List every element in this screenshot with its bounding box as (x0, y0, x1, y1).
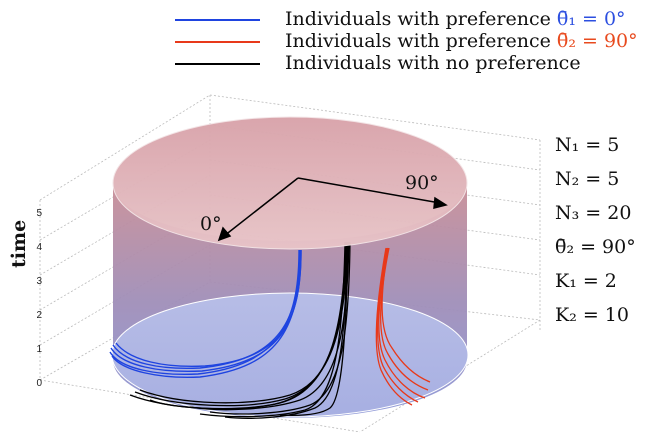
legend: Individuals with preference θ̄₁ = 0° Ind… (175, 8, 655, 74)
angle-label-0: 0° (200, 213, 222, 235)
angle-label-90: 90° (405, 172, 439, 194)
direction-arrows (217, 177, 448, 242)
parameter-list: N₁ = 5 N₂ = 5 N₃ = 20 θ̄₂ = 90° K₁ = 2 K… (555, 128, 636, 332)
legend-line-black (175, 63, 260, 65)
legend-item-black: Individuals with no preference (175, 52, 655, 74)
legend-symbol: θ̄₁ = 0° (556, 8, 626, 30)
trajectories-black (129, 241, 351, 419)
tick-label: 1 (36, 344, 42, 355)
legend-prefix: Individuals with preference (285, 30, 557, 52)
legend-line-blue (175, 19, 260, 21)
tick-label: 0 (36, 378, 42, 389)
param-n1: N₁ = 5 (555, 134, 620, 156)
tick-label: 5 (36, 208, 42, 219)
legend-symbol: θ̄₂ = 90° (556, 30, 638, 52)
legend-item-red: Individuals with preference θ̄₂ = 90° (175, 30, 655, 52)
tick-label: 2 (36, 310, 42, 321)
legend-prefix: Individuals with preference (285, 8, 557, 30)
tick-label: 3 (36, 276, 42, 287)
tick-label: 4 (36, 242, 42, 253)
param-k2: K₂ = 10 (555, 304, 629, 326)
legend-item-blue: Individuals with preference θ̄₁ = 0° (175, 8, 655, 30)
param-n2: N₂ = 5 (555, 168, 620, 190)
legend-prefix: Individuals with no preference (285, 52, 581, 74)
cylinder-top (112, 116, 468, 250)
time-axis: 0 1 2 3 4 5 (36, 208, 42, 389)
legend-label-blue: Individuals with preference θ̄₁ = 0° (285, 8, 626, 30)
trajectories-blue (109, 249, 302, 379)
param-theta2: θ̄₂ = 90° (555, 236, 636, 258)
param-n3: N₃ = 20 (555, 202, 632, 224)
legend-label-red: Individuals with preference θ̄₂ = 90° (285, 30, 638, 52)
legend-label-black: Individuals with no preference (285, 52, 581, 74)
trajectories-red (375, 247, 431, 406)
axis-title-time: time (8, 219, 30, 268)
legend-line-red (175, 41, 260, 43)
param-k1: K₁ = 2 (555, 270, 617, 292)
